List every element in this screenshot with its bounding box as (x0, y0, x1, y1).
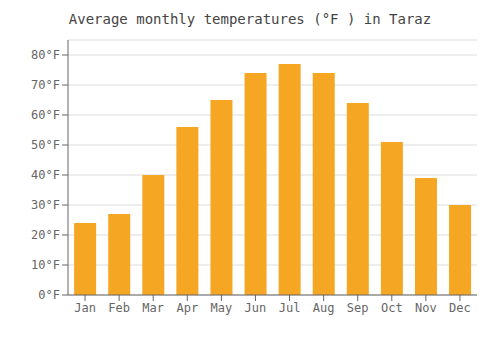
svg-text:Dec: Dec (449, 301, 471, 315)
svg-text:May: May (211, 301, 233, 315)
svg-text:Mar: Mar (142, 301, 164, 315)
svg-text:Jan: Jan (74, 301, 96, 315)
svg-text:10°F: 10°F (31, 258, 60, 272)
svg-text:0°F: 0°F (38, 288, 60, 302)
svg-text:80°F: 80°F (31, 48, 60, 62)
svg-text:Jun: Jun (245, 301, 267, 315)
svg-text:60°F: 60°F (31, 108, 60, 122)
svg-text:20°F: 20°F (31, 228, 60, 242)
html-text:Average monthly temperatures (: Average monthly temperatures (°F ) in Ta… (68, 11, 432, 27)
svg-text:Sep: Sep (347, 301, 369, 315)
svg-text:Nov: Nov (415, 301, 437, 315)
svg-text:Feb: Feb (108, 301, 130, 315)
svg-text:40°F: 40°F (31, 168, 60, 182)
svg-text:50°F: 50°F (31, 138, 60, 152)
svg-text:30°F: 30°F (31, 198, 60, 212)
svg-text:Jul: Jul (279, 301, 301, 315)
svg-text:Apr: Apr (176, 301, 198, 315)
svg-text:Oct: Oct (381, 301, 403, 315)
svg-text:70°F: 70°F (31, 78, 60, 92)
svg-text:Aug: Aug (313, 301, 335, 315)
